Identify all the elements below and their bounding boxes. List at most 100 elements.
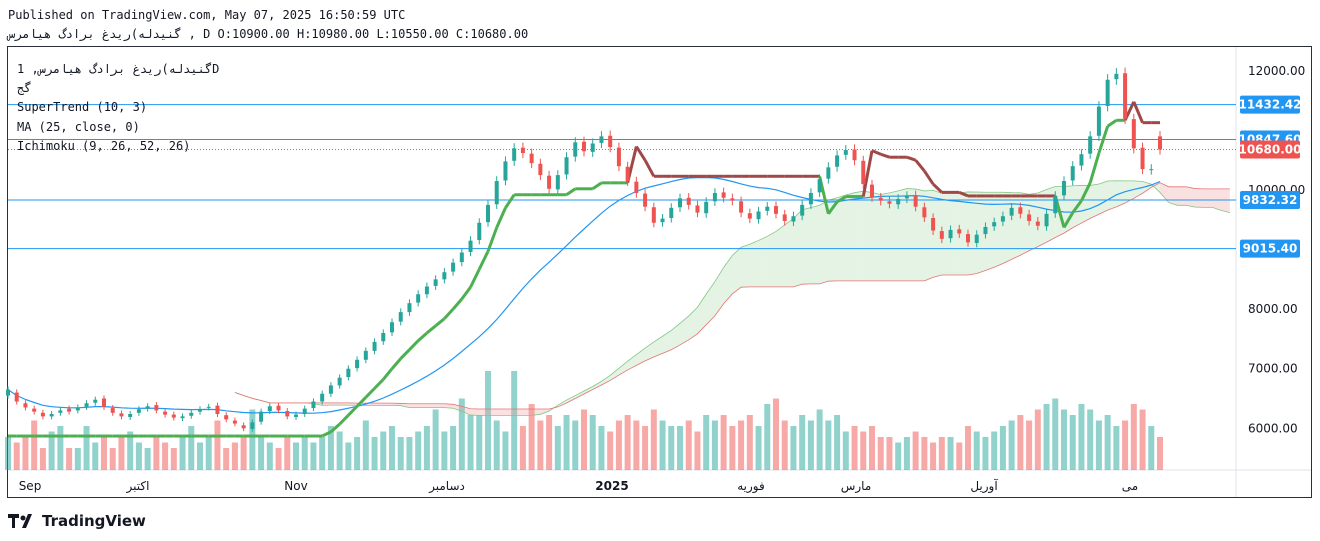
volume-bar	[764, 404, 771, 470]
price-label-box	[1240, 140, 1300, 159]
ichimoku-cloud-segment	[444, 403, 454, 409]
legend-supertrend[interactable]: SuperTrend (10, 3)	[17, 100, 148, 114]
candle-body	[913, 195, 918, 207]
ichimoku-cloud-segment	[592, 381, 602, 390]
supertrend-segment	[1088, 152, 1101, 184]
volume-bar	[581, 409, 587, 470]
legend-ma[interactable]: MA (25, close, 0)	[17, 120, 140, 134]
candle-body	[503, 161, 508, 181]
volume-bar	[615, 420, 622, 470]
ichimoku-cloud-segment	[488, 409, 497, 416]
chart-frame[interactable]	[7, 46, 1312, 498]
volume-bar	[860, 431, 867, 470]
candle-body	[1000, 216, 1005, 222]
candle-body	[957, 229, 962, 234]
ichimoku-cloud-segment	[1125, 180, 1134, 204]
legend-ichimoku[interactable]: Ichimoku (9, 26, 52, 26)	[17, 139, 191, 153]
volume-bar	[1034, 409, 1041, 470]
candle-body	[93, 399, 98, 403]
ichimoku-cloud-segment	[732, 247, 742, 294]
x-tick-label: مارس	[841, 479, 872, 494]
volume-bar	[214, 420, 221, 470]
ichimoku-cloud-segment	[1011, 192, 1021, 260]
candle-body	[320, 393, 325, 402]
ichimoku-cloud-segment	[1002, 192, 1012, 264]
price-label-box	[1240, 239, 1300, 258]
supertrend-segment	[338, 414, 350, 426]
tradingview-logo[interactable]: TradingView	[8, 512, 146, 530]
supertrend-segment	[906, 155, 917, 162]
ichimoku-cloud-segment	[601, 375, 611, 385]
ichimoku-cloud-segment	[968, 191, 977, 275]
supertrend-segment	[495, 207, 507, 229]
ichimoku-cloud-segment	[741, 244, 750, 288]
ichimoku-cloud-segment	[976, 192, 986, 274]
supertrend-segment	[1080, 182, 1092, 202]
legend-symbol: گنیدله)ریدغ برادگ هیامرس, 1D	[17, 62, 220, 76]
supertrend-segment	[1132, 101, 1144, 124]
volume-bar	[642, 426, 649, 470]
ichimoku-cloud-segment	[584, 386, 593, 394]
volume-bar	[816, 409, 823, 470]
candle-body	[128, 413, 133, 417]
volume-bar	[258, 437, 265, 470]
ichimoku-cloud-segment	[496, 409, 506, 416]
volume-bar	[685, 420, 692, 470]
volume-bar	[432, 409, 439, 470]
supertrend-segment	[460, 286, 472, 300]
volume-bar	[389, 426, 395, 470]
volume-bar	[74, 448, 81, 470]
supertrend-segment	[504, 193, 516, 209]
candle-body	[163, 411, 168, 415]
candle-body	[486, 204, 490, 223]
candle-body	[355, 359, 360, 369]
ichimoku-cloud-segment	[1194, 188, 1204, 208]
ohlc-summary: گنیدله)ریدغ برادگ هیامرس , D O:10900.00 …	[8, 27, 529, 41]
supertrend-segment	[443, 308, 455, 320]
candle-body	[520, 147, 525, 154]
y-tick-label: 7000.00	[1248, 362, 1298, 376]
supertrend-segment	[451, 298, 463, 311]
candle-body	[669, 207, 674, 218]
volume-bar	[5, 437, 11, 470]
price-label: 11432.42	[1238, 98, 1301, 112]
candle-body	[145, 406, 150, 409]
ichimoku-cloud-segment	[1186, 186, 1195, 208]
supertrend-segment	[591, 181, 603, 191]
price-label: 10680.00	[1238, 142, 1301, 156]
volume-bar	[92, 442, 99, 470]
ichimoku-cloud-segment	[880, 192, 890, 281]
volume-bar	[197, 442, 203, 470]
candle-body	[966, 234, 970, 243]
volume-bar	[677, 426, 683, 470]
candle-body	[294, 414, 298, 417]
supertrend-segment	[923, 170, 935, 185]
volume-bar	[223, 448, 230, 470]
candle-body	[154, 405, 159, 411]
volume-bar	[912, 431, 919, 470]
ichimoku-cloud-segment	[400, 403, 410, 408]
supertrend-segment	[1097, 125, 1110, 154]
x-tick-label: فوریه	[737, 479, 765, 494]
candle-body	[84, 403, 89, 407]
ichimoku-cloud-segment	[1221, 188, 1230, 213]
volume-bar	[423, 426, 430, 470]
x-tick-label: 2025	[595, 479, 628, 493]
candle-body	[974, 234, 979, 244]
candle-body	[346, 368, 351, 378]
y-tick-label: 8000.00	[1248, 302, 1298, 316]
supertrend-segment	[382, 367, 394, 381]
volume-bar	[877, 437, 884, 470]
candle-body	[1018, 207, 1023, 214]
candle-body	[817, 179, 822, 193]
volume-bar	[598, 426, 605, 470]
candle-body	[241, 425, 246, 429]
ichimoku-cloud-segment	[994, 192, 1003, 268]
ichimoku-cloud-segment	[1168, 186, 1178, 206]
candle-body	[1035, 221, 1040, 226]
x-tick-label: می	[1122, 479, 1138, 493]
candle-body	[32, 408, 37, 412]
volume-bar	[345, 442, 352, 470]
candle-body	[337, 377, 342, 386]
